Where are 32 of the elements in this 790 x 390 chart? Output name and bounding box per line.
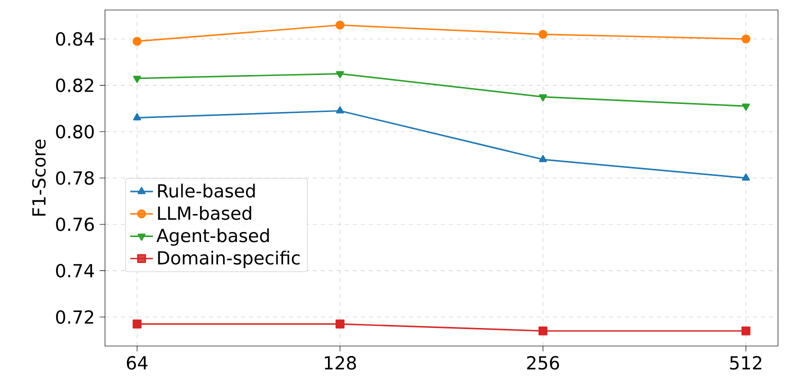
x-tick-label: 64 bbox=[126, 356, 148, 370]
legend-label: LLM-based bbox=[158, 206, 252, 220]
y-tick-label: 0.72 bbox=[56, 310, 94, 324]
point bbox=[539, 154, 547, 162]
y-tick-label: 0.82 bbox=[56, 78, 94, 92]
y-tick-label: 0.84 bbox=[56, 32, 94, 46]
y-tick-label: 0.76 bbox=[56, 218, 94, 232]
point bbox=[539, 94, 547, 102]
y-tick-label: 0.78 bbox=[56, 171, 94, 185]
point bbox=[538, 30, 548, 39]
point bbox=[538, 326, 548, 336]
point bbox=[336, 20, 344, 30]
point bbox=[336, 106, 344, 114]
point bbox=[133, 113, 142, 120]
x-tick-label: 512 bbox=[730, 356, 762, 370]
point bbox=[742, 174, 750, 181]
legend-label: Domain-specific bbox=[158, 250, 300, 268]
point bbox=[742, 104, 750, 111]
y-tick-label: 0.74 bbox=[56, 264, 94, 278]
legend-label: Agent-based bbox=[156, 228, 269, 246]
point bbox=[741, 34, 750, 44]
point bbox=[336, 320, 344, 328]
point bbox=[132, 36, 142, 46]
y-axis-title: F1-Score bbox=[32, 140, 46, 216]
legend-label: Rule-based bbox=[158, 184, 255, 198]
x-tick-label: 256 bbox=[527, 356, 560, 370]
point bbox=[336, 71, 344, 78]
point bbox=[741, 326, 750, 336]
x-tick-label: 128 bbox=[324, 356, 356, 370]
point bbox=[133, 76, 142, 83]
y-tick-label: 0.80 bbox=[56, 124, 94, 138]
point bbox=[132, 320, 142, 328]
